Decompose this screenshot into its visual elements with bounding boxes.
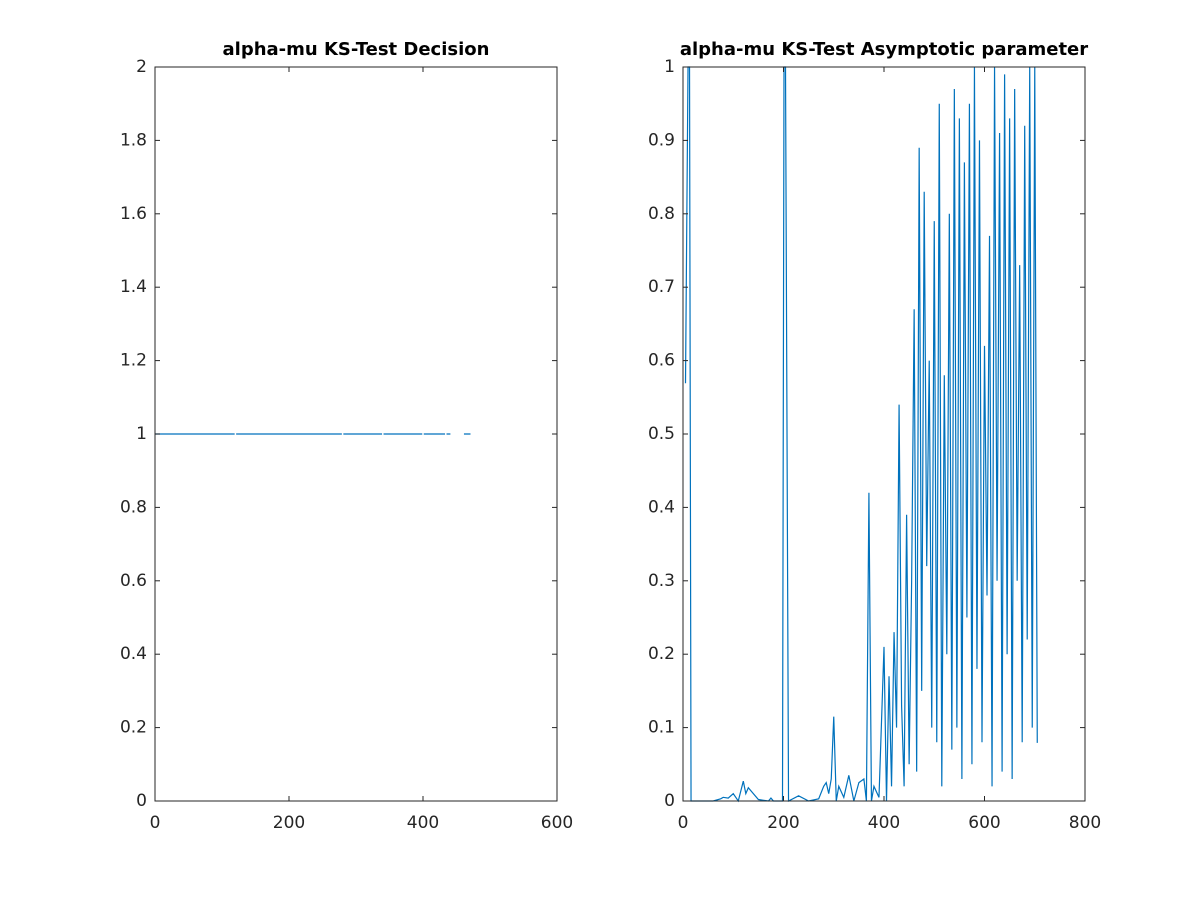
- y-tick-label: 0.6: [120, 571, 147, 591]
- data-line: [684, 66, 1038, 803]
- chart-title: alpha-mu KS-Test Decision: [223, 39, 490, 60]
- x-tick-label: 400: [868, 813, 900, 833]
- x-tick-label: 200: [767, 813, 799, 833]
- y-tick-label: 0.8: [120, 497, 147, 517]
- y-tick-label: 0.1: [648, 718, 675, 738]
- subplot: alpha-mu KS-Test Asymptotic parameter 0 0.…: [648, 39, 1101, 833]
- x-tick-label: 600: [968, 813, 1000, 833]
- x-tick-label: 200: [273, 813, 305, 833]
- y-tick-label: 1.6: [120, 204, 147, 224]
- y-tick-label: 0: [664, 791, 675, 811]
- x-tick-label: 800: [1069, 813, 1101, 833]
- subplot: alpha-mu KS-Test Decision 0 0.2 0.4 0.6 0.8 1 1…: [120, 39, 573, 833]
- x-tick-label: 0: [678, 813, 689, 833]
- chart-title: alpha-mu KS-Test Asymptotic parameter: [680, 39, 1088, 60]
- y-tick-label: 1.4: [120, 277, 147, 297]
- y-tick-label: 0.9: [648, 130, 675, 150]
- y-tick-label: 0: [136, 791, 147, 811]
- x-tick-label: 400: [407, 813, 439, 833]
- y-tick-label: 0.2: [648, 644, 675, 664]
- y-tick-label: 2: [136, 57, 147, 77]
- y-tick-label: 0.5: [648, 424, 675, 444]
- y-tick-label: 0.2: [120, 718, 147, 738]
- y-tick-label: 1: [664, 57, 675, 77]
- x-tick-label: 600: [541, 813, 573, 833]
- y-tick-label: 1.8: [120, 130, 147, 150]
- y-tick-label: 0.6: [648, 351, 675, 371]
- y-tick-label: 0.4: [120, 644, 147, 664]
- y-tick-label: 1: [136, 424, 147, 444]
- y-tick-label: 0.7: [648, 277, 675, 297]
- y-tick-label: 0.4: [648, 497, 675, 517]
- y-tick-label: 1.2: [120, 351, 147, 371]
- y-tick-label: 0.8: [648, 204, 675, 224]
- x-tick-label: 0: [150, 813, 161, 833]
- y-tick-label: 0.3: [648, 571, 675, 591]
